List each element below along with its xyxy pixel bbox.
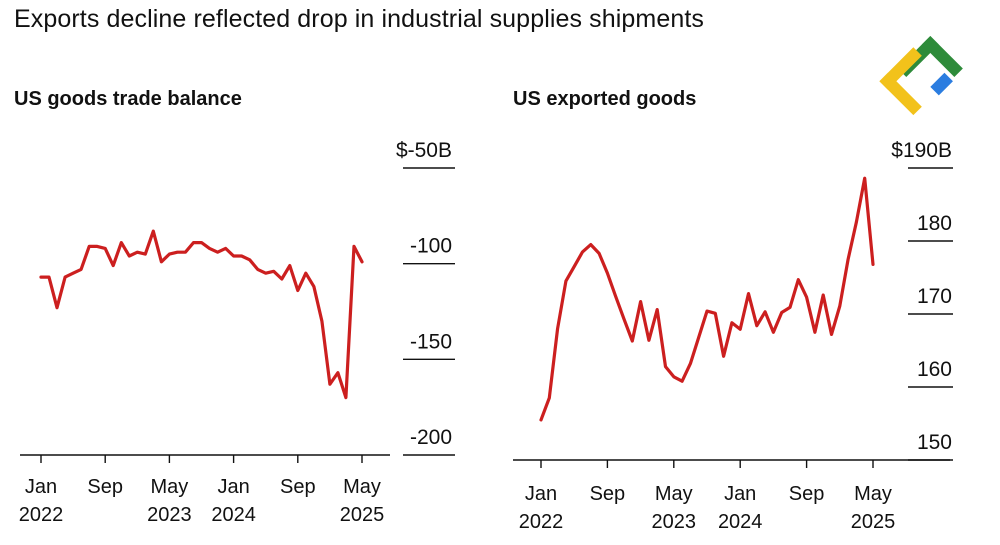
x-tick-label-month: Jan bbox=[724, 483, 756, 505]
x-tick-label-year: 2024 bbox=[211, 504, 256, 526]
chart-title-exported-goods: US exported goods bbox=[513, 88, 697, 110]
x-tick-label-month: Sep bbox=[789, 483, 825, 505]
logo-blue-bar bbox=[930, 72, 953, 96]
x-tick-label-year: 2025 bbox=[340, 504, 385, 526]
x-tick-label-month: Jan bbox=[525, 483, 557, 505]
x-tick-label-month: May bbox=[655, 483, 693, 505]
y-tick-label: 180 bbox=[917, 212, 952, 235]
y-tick-label: -200 bbox=[410, 426, 452, 449]
chart-exported-goods: $190B 180 170 160 150 Jan 2022 Sep May 2023 Jan 202… bbox=[513, 139, 953, 533]
logo-yellow-bar-b bbox=[879, 72, 922, 116]
y-tick-label: -150 bbox=[410, 330, 452, 353]
series-line bbox=[539, 176, 875, 422]
y-tick-label: $-50B bbox=[396, 139, 452, 162]
x-tick-label-year: 2025 bbox=[851, 511, 896, 533]
x-tick-label-month: May bbox=[151, 476, 189, 498]
x-tick-label-year: 2023 bbox=[652, 511, 697, 533]
x-tick-label-month: May bbox=[854, 483, 892, 505]
x-tick-label-month: May bbox=[343, 476, 381, 498]
y-tick-label: 150 bbox=[917, 431, 952, 454]
x-tick-label-year: 2022 bbox=[519, 511, 564, 533]
y-tick-label: 160 bbox=[917, 358, 952, 381]
chart-title-trade-balance: US goods trade balance bbox=[14, 88, 242, 110]
y-tick-label: 170 bbox=[917, 285, 952, 308]
x-tick-label-year: 2024 bbox=[718, 511, 763, 533]
x-tick-label-year: 2023 bbox=[147, 504, 192, 526]
x-tick-label-month: Sep bbox=[590, 483, 626, 505]
x-tick-label-year: 2022 bbox=[19, 504, 64, 526]
y-tick-label: -100 bbox=[410, 235, 452, 258]
x-tick-label-month: Sep bbox=[87, 476, 123, 498]
page-title: Exports decline reflected drop in indust… bbox=[14, 5, 704, 33]
chart-trade-balance: $-50B -100 -150 -200 Jan 2022 Sep May 2023 Jan 202… bbox=[19, 139, 455, 526]
y-tick-label: $190B bbox=[891, 139, 952, 162]
brand-logo-icon bbox=[879, 35, 963, 116]
x-tick-label-month: Jan bbox=[217, 476, 249, 498]
x-tick-label-month: Sep bbox=[280, 476, 316, 498]
series-line bbox=[39, 229, 364, 400]
x-tick-label-month: Jan bbox=[25, 476, 57, 498]
logo-green-bar-b bbox=[921, 35, 963, 77]
